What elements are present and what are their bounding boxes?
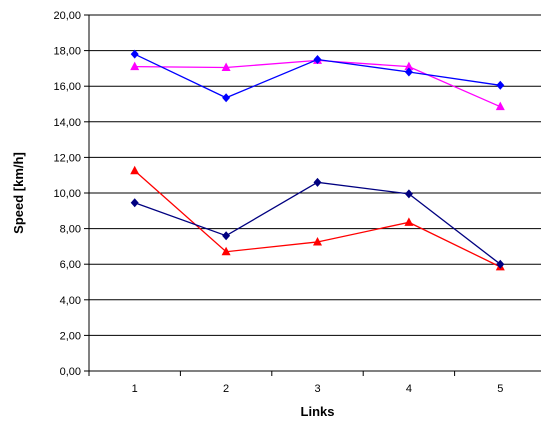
series-4 [130, 177, 505, 269]
series-line [134, 59, 501, 108]
y-axis-title: Speed [km/h] [11, 152, 26, 234]
data-point [130, 61, 140, 71]
data-point [495, 101, 505, 111]
data-point [130, 49, 139, 59]
x-tick-label: 2 [223, 383, 229, 395]
series-group [130, 49, 505, 271]
y-tick-label: 6,00 [60, 259, 81, 271]
data-point [404, 61, 414, 71]
data-point [313, 55, 322, 64]
x-tick-label: 4 [406, 383, 412, 395]
series-2 [130, 49, 505, 103]
x-axis-title: Links [301, 404, 335, 419]
y-tick-label: 10,00 [53, 188, 81, 200]
y-tick-labels: 0,00 2,00 4,00 6,00 8,00 10,00 12,00 14,00 16,00… [53, 10, 89, 378]
x-tick-label: 5 [497, 383, 503, 395]
y-tick-label: 2,00 [60, 330, 81, 342]
data-point [313, 177, 322, 187]
y-tick-label: 14,00 [53, 117, 81, 129]
data-point [404, 67, 413, 77]
y-tick-label: 18,00 [53, 46, 81, 58]
data-point [496, 80, 505, 90]
x-tick-label: 3 [314, 383, 320, 395]
data-point [404, 217, 414, 226]
data-point [221, 62, 231, 72]
y-tick-label: 16,00 [53, 81, 81, 93]
data-point [130, 165, 140, 175]
data-point [404, 189, 413, 199]
y-tick-label: 4,00 [60, 295, 81, 307]
data-point [222, 231, 231, 241]
y-tick-label: 20,00 [53, 10, 81, 22]
x-tick-label: 1 [132, 383, 138, 395]
data-point [130, 198, 139, 208]
data-point [221, 246, 231, 256]
x-tick-labels: 1 2 3 4 5 [88, 371, 503, 395]
y-tick-label: 12,00 [53, 152, 81, 164]
y-tick-label: 0,00 [60, 366, 81, 378]
series-line [134, 181, 501, 265]
data-point [222, 93, 231, 103]
y-tick-label: 8,00 [60, 224, 81, 236]
gridlines [89, 14, 541, 336]
data-point [496, 259, 505, 269]
data-point [313, 236, 322, 246]
